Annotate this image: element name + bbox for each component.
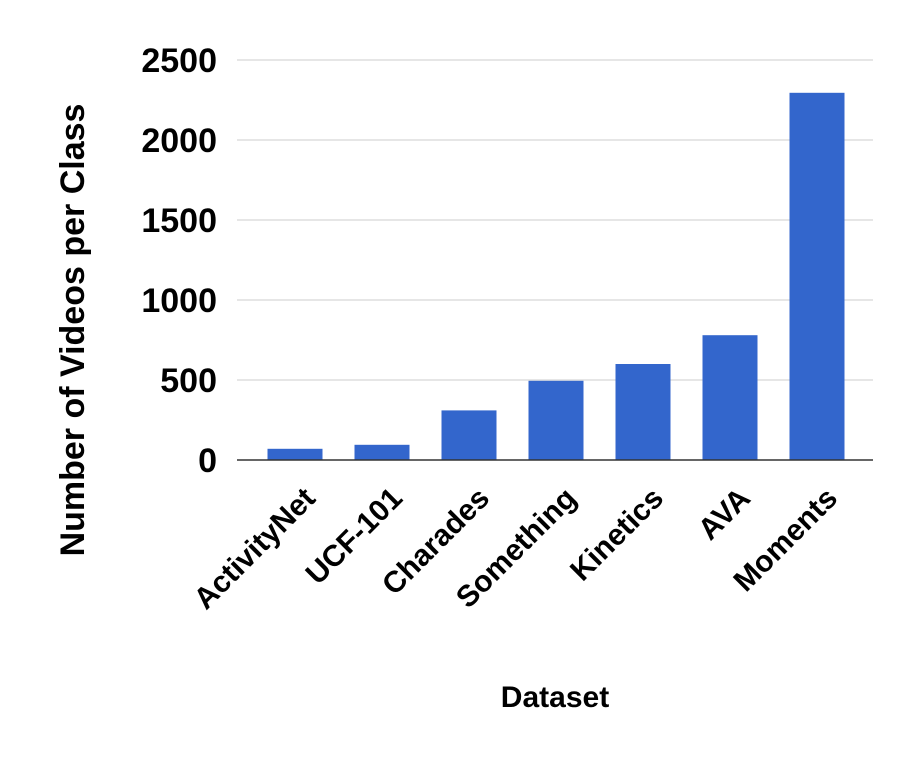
x-tick-labels: ActivityNetUCF-101CharadesSomethingKinet… bbox=[188, 482, 844, 616]
x-tick-label: Kinetics bbox=[564, 482, 670, 588]
bar-ava bbox=[702, 335, 758, 460]
y-axis-title: Number of Videos per Class bbox=[54, 104, 92, 557]
y-tick-label: 2000 bbox=[141, 122, 217, 160]
y-tick-label: 500 bbox=[160, 362, 217, 400]
x-axis-title: Dataset bbox=[501, 681, 609, 714]
y-tick-label: 1500 bbox=[141, 202, 217, 240]
bars bbox=[267, 92, 845, 461]
x-tick-label: ActivityNet bbox=[188, 482, 322, 616]
y-tick-label: 0 bbox=[198, 442, 217, 480]
bar-charades bbox=[441, 410, 497, 460]
bar-kinetics bbox=[615, 364, 671, 460]
bar-moments bbox=[789, 92, 845, 461]
x-tick-label: AVA bbox=[692, 482, 757, 547]
bar-ucf-101 bbox=[354, 444, 410, 460]
y-tick-label: 1000 bbox=[141, 282, 217, 320]
bar-something bbox=[528, 380, 584, 460]
y-tick-label: 2500 bbox=[141, 42, 217, 80]
gridlines bbox=[237, 59, 873, 381]
bar-activitynet bbox=[267, 448, 323, 460]
y-tick-labels: 0 500 1000 1500 2000 2500 bbox=[141, 42, 217, 480]
